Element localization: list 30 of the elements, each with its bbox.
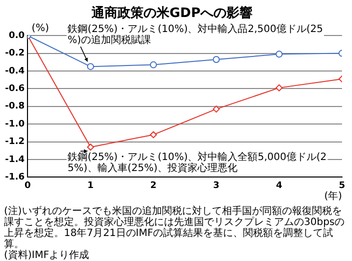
point: [212, 56, 220, 63]
chart-title: 通商政策の米GDPへの影響: [90, 5, 252, 22]
x-tick-label: 2: [150, 180, 157, 191]
y-tick-label: -0.4: [4, 66, 25, 76]
y-tick-label: -0.8: [4, 102, 25, 112]
y-tick-label: -1.2: [4, 137, 25, 148]
x-axis-title: (年): [324, 190, 342, 202]
y-tick-label: -0.6: [4, 84, 25, 94]
annotation: 鉄鋼(25%)・アルミ(10%)、対中輸入品2,500億ドル(25%)の追加関税賦課: [68, 23, 323, 46]
y-tick-label: -0.2: [4, 48, 25, 59]
x-tick-label: 0: [24, 180, 31, 191]
x-tick-label: 1: [87, 180, 94, 191]
point: [150, 131, 157, 138]
point: [87, 144, 94, 151]
y-tick-label: -1.4: [4, 154, 25, 165]
annotation: 鉄鋼(25%)・アルミ(10%)、対中輸入全額5,000億ドル(25%)、輸入車(25%)、投資家心理悪化: [68, 150, 327, 174]
x-tick-label: 3: [213, 180, 220, 191]
text: (資料)IMFより作成: [3, 250, 90, 261]
point: [276, 50, 283, 58]
point: [87, 63, 94, 70]
y-tick-label: -1.6: [4, 172, 25, 183]
y-tick-label: -1.0: [4, 119, 25, 130]
point: [212, 106, 220, 113]
point: [150, 61, 157, 68]
text: (注)いずれのケースでも米国の追加関税に対して相手国が同額の報復関税を課すことを想定。投資家心理悪化には先進国でリスクプレミアムの30bpsの上昇を想定。18年7月21日のIMFの試算結果を基に、関税額を調整して試算。: [3, 206, 346, 250]
point: [276, 84, 283, 92]
x-tick-label: 4: [276, 180, 282, 191]
x-tick-label: 5: [338, 180, 346, 191]
y-axis-title: (%): [32, 23, 50, 34]
y-tick-label: 0.0: [8, 30, 25, 41]
